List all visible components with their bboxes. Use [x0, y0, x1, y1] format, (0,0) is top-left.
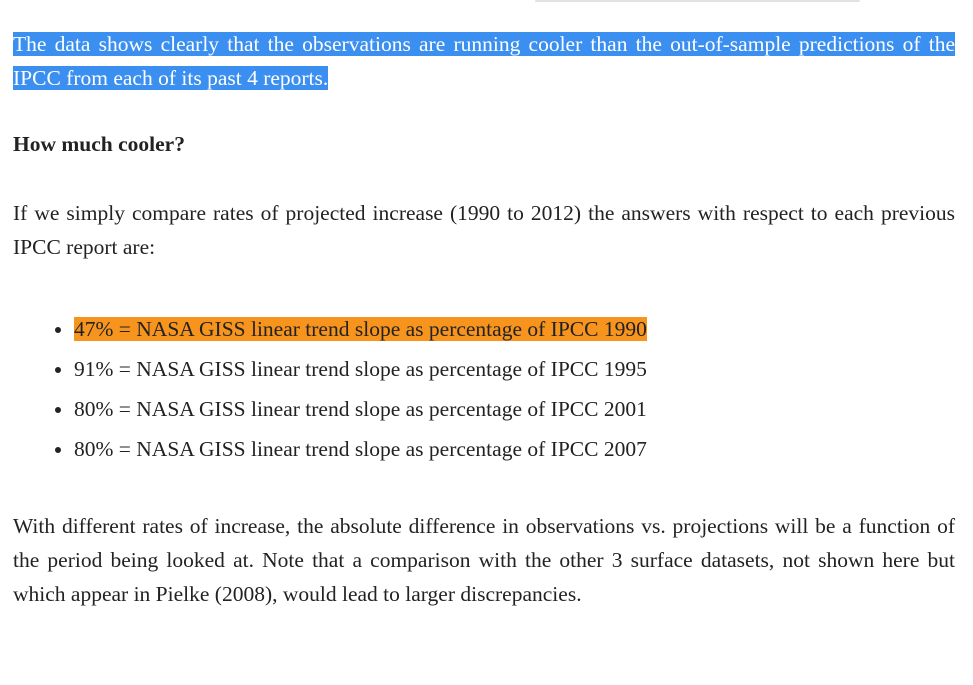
heading: How much cooler? [13, 132, 185, 156]
list-item: 47% = NASA GISS linear trend slope as pe… [74, 309, 647, 349]
paragraph: With different rates of increase, the ab… [13, 514, 955, 606]
paragraph: If we simply compare rates of projected … [13, 201, 955, 259]
list-item: 80% = NASA GISS linear trend slope as pe… [74, 389, 647, 429]
list-item: 91% = NASA GISS linear trend slope as pe… [74, 349, 647, 389]
list-item: 80% = NASA GISS linear trend slope as pe… [74, 429, 647, 469]
paragraph: The data shows clearly that the observat… [13, 27, 955, 95]
selected-text: The data shows clearly that the observat… [13, 32, 955, 90]
scroll-bar [535, 0, 860, 2]
highlighted-text: 47% = NASA GISS linear trend slope as pe… [74, 317, 647, 341]
list: 47% = NASA GISS linear trend slope as pe… [0, 309, 647, 469]
